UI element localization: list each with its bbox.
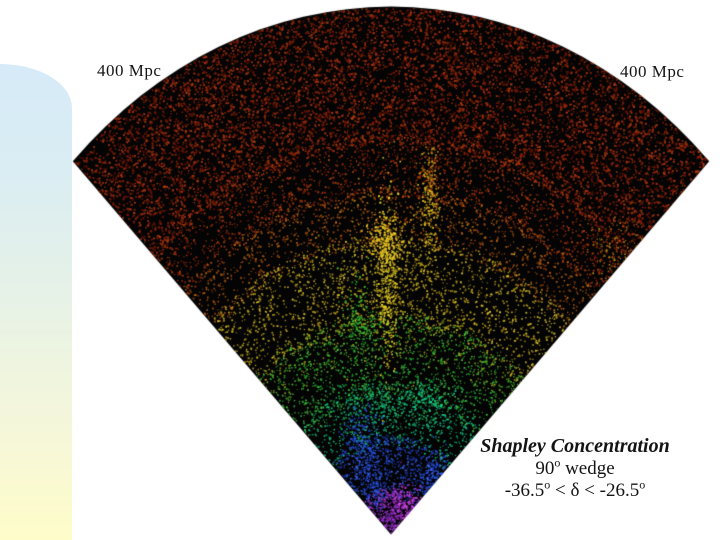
caption-wedge-degree-sup: o <box>554 455 561 470</box>
caption-declination-line: -36.5o < δ < -26.5o <box>455 477 695 502</box>
caption-wedge-rest: wedge <box>560 458 615 479</box>
caption-dec-a: -36.5 <box>504 480 545 501</box>
caption-dec-b-sup: o <box>639 477 646 492</box>
caption-block: Shapley Concentration 90o wedge -36.5o <… <box>455 435 695 502</box>
caption-wedge-value: 90 <box>535 458 555 479</box>
caption-dec-b: < δ < -26.5 <box>550 480 640 501</box>
caption-wedge-line: 90o wedge <box>455 455 695 480</box>
caption-title: Shapley Concentration <box>480 435 670 457</box>
radius-label-left: 400 Mpc <box>97 61 162 80</box>
radius-label-right: 400 Mpc <box>620 62 685 81</box>
caption-dec-a-sup: o <box>544 477 551 492</box>
